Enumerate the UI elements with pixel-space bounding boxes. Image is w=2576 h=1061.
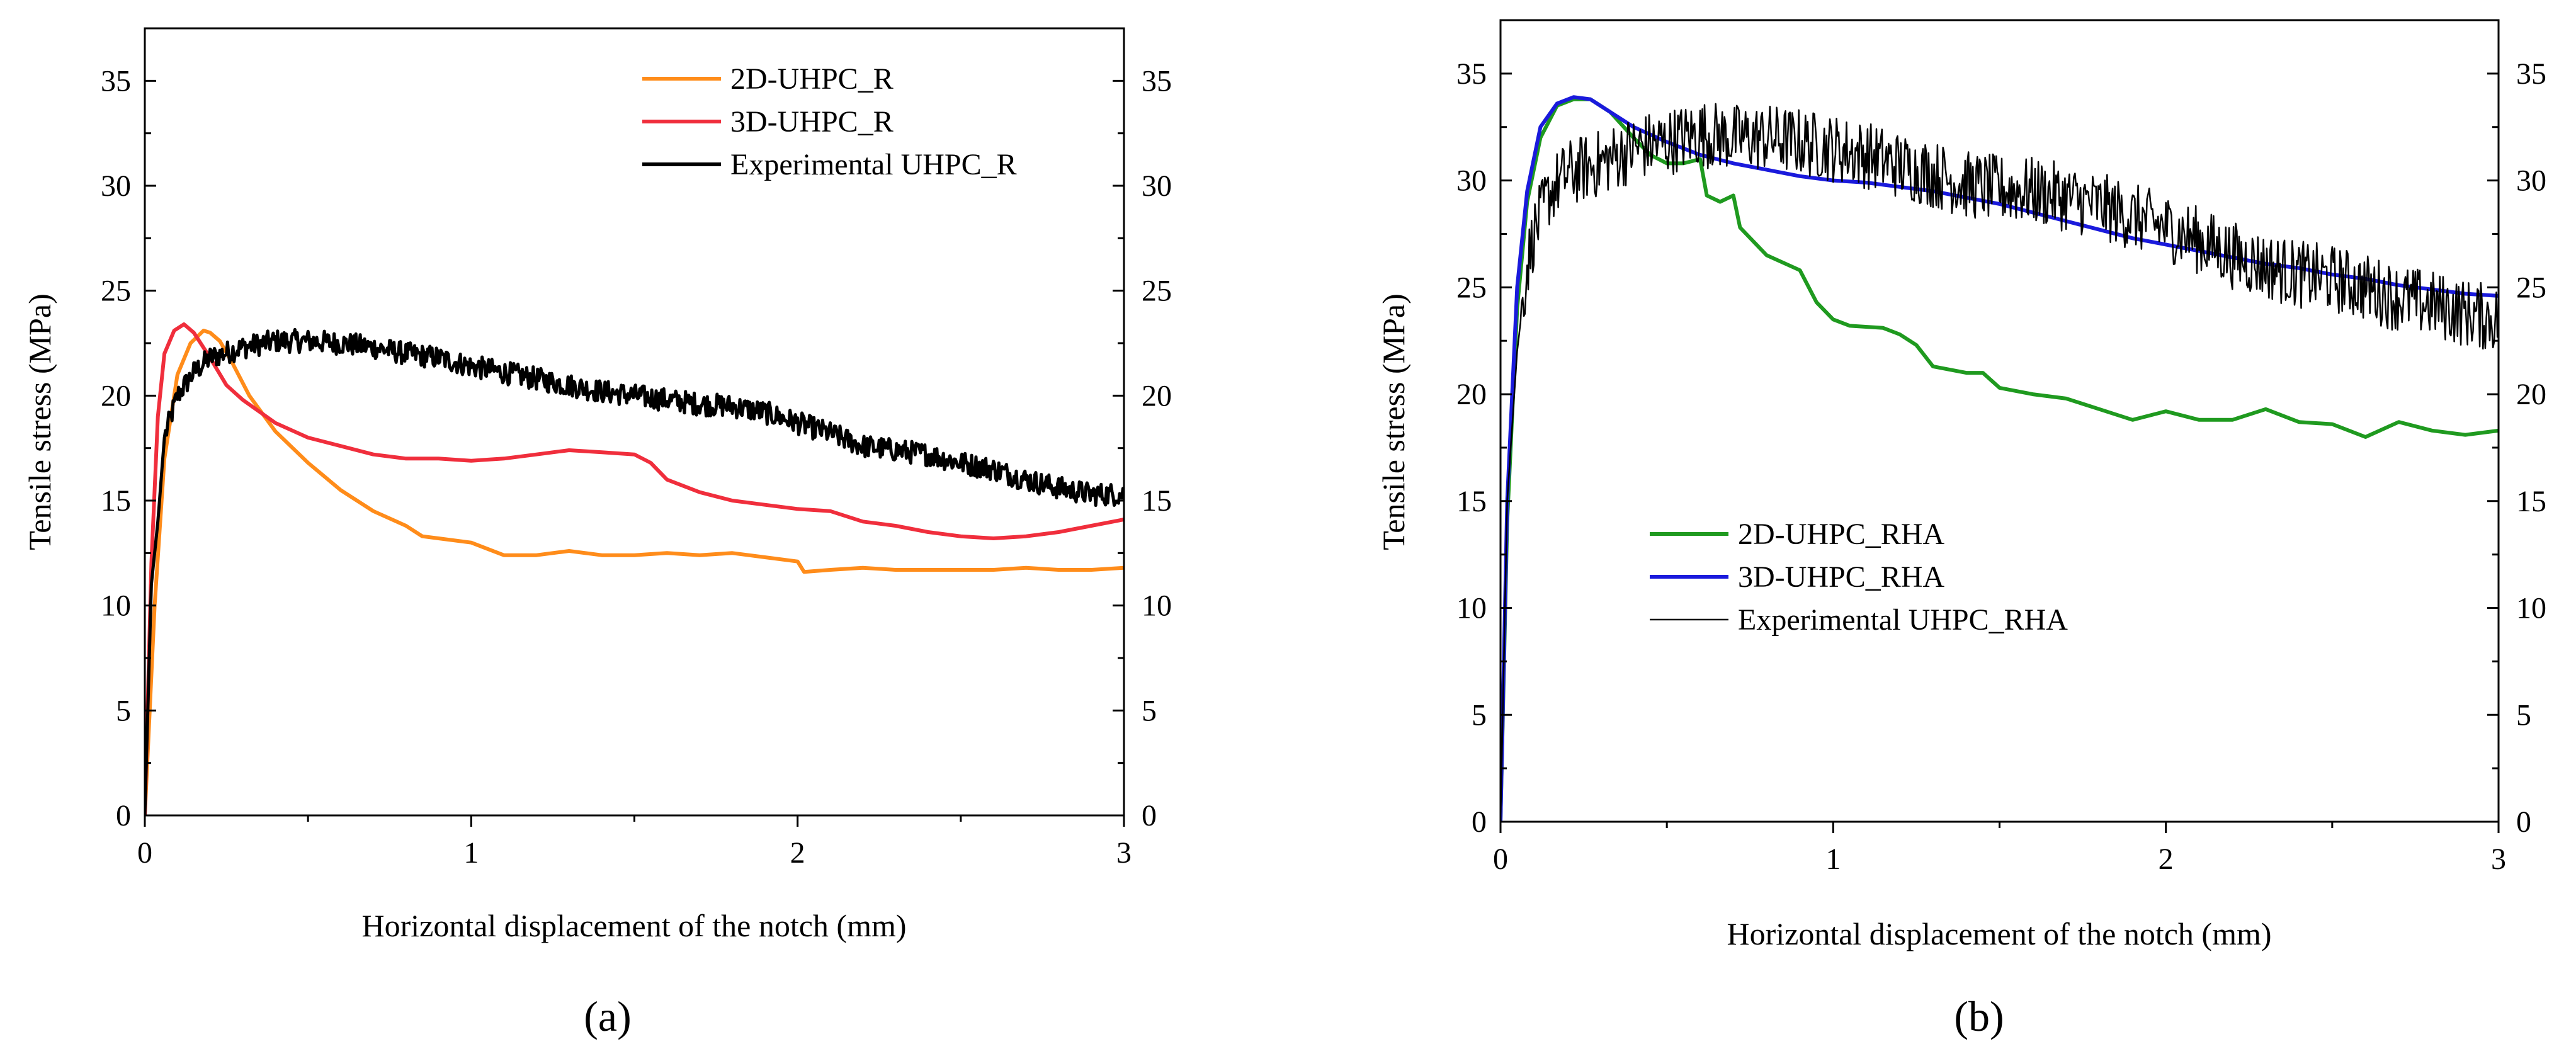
legend-label-experimental-uhpc-r: Experimental UHPC_R bbox=[730, 148, 1017, 181]
y-tick-label-right: 20 bbox=[2516, 378, 2546, 411]
x-tick-label: 2 bbox=[790, 836, 805, 870]
x-tick-label: 0 bbox=[1493, 843, 1508, 876]
y-tick-label-right: 20 bbox=[1142, 379, 1172, 412]
y-tick-label-right: 25 bbox=[1142, 275, 1172, 308]
series-line-2d-uhpc-r bbox=[145, 329, 1124, 815]
y-tick-label-left: 20 bbox=[1456, 378, 1487, 411]
y-tick-label-right: 5 bbox=[2516, 698, 2531, 732]
legend-label-2d-uhpc-r: 2D-UHPC_R bbox=[730, 62, 894, 96]
panel-label-a: (a) bbox=[584, 992, 631, 1040]
x-tick-label: 3 bbox=[1116, 836, 1132, 870]
legend-label-3d-uhpc-r: 3D-UHPC_R bbox=[730, 105, 894, 139]
legend-label-2d-uhpc-rha: 2D-UHPC_RHA bbox=[1738, 518, 1944, 551]
y-tick-label-right: 10 bbox=[1142, 589, 1172, 623]
y-tick-label-left: 20 bbox=[101, 379, 131, 412]
y-axis-label-b: Tensile stress (MPa) bbox=[1376, 293, 1411, 550]
series-line-experimental-uhpc-rha bbox=[1501, 103, 2499, 822]
y-tick-label-left: 15 bbox=[1456, 485, 1487, 518]
y-tick-label-right: 0 bbox=[2516, 805, 2531, 839]
x-axis-label-a: Horizontal displacement of the notch (mm… bbox=[361, 908, 906, 943]
legend-label-experimental-uhpc-rha: Experimental UHPC_RHA bbox=[1738, 603, 2068, 637]
y-tick-label-right: 35 bbox=[2516, 57, 2546, 91]
x-tick-label: 0 bbox=[137, 836, 152, 870]
x-axis-label-b: Horizontal displacement of the notch (mm… bbox=[1727, 916, 2271, 951]
legend-a: 2D-UHPC_R 3D-UHPC_R Experimental UHPC_R bbox=[642, 62, 1017, 181]
series-line-3d-uhpc-rha bbox=[1501, 95, 2499, 822]
y-tick-label-right: 30 bbox=[1142, 169, 1172, 203]
x-tick-label: 1 bbox=[1825, 843, 1841, 876]
series-line-3d-uhpc-r bbox=[145, 322, 1124, 815]
x-tick-label: 1 bbox=[463, 836, 479, 870]
series-line-experimental-uhpc-r bbox=[145, 327, 1124, 815]
y-tick-label-left: 30 bbox=[101, 169, 131, 203]
y-tick-label-left: 35 bbox=[1456, 57, 1487, 91]
legend-b: 2D-UHPC_RHA 3D-UHPC_RHA Experimental UHPC_… bbox=[1650, 518, 2068, 637]
x-tick-label: 3 bbox=[2491, 843, 2506, 876]
y-tick-label-right: 0 bbox=[1142, 799, 1157, 832]
legend-label-3d-uhpc-rha: 3D-UHPC_RHA bbox=[1738, 560, 1944, 594]
y-tick-label-left: 5 bbox=[1472, 698, 1487, 732]
y-tick-label-left: 0 bbox=[116, 799, 131, 832]
y-tick-label-left: 15 bbox=[101, 484, 131, 518]
panel-label-b: (b) bbox=[1954, 992, 2004, 1040]
y-tick-label-left: 0 bbox=[1472, 805, 1487, 839]
y-tick-label-left: 25 bbox=[101, 275, 131, 308]
y-axis-label-a: Tensile stress (MPa) bbox=[22, 293, 57, 550]
y-tick-label-right: 35 bbox=[1142, 64, 1172, 98]
y-tick-label-left: 35 bbox=[101, 64, 131, 98]
y-tick-label-right: 30 bbox=[2516, 164, 2546, 198]
plot-lines-a bbox=[145, 322, 1124, 815]
y-tick-label-right: 5 bbox=[1142, 694, 1157, 727]
y-tick-label-left: 25 bbox=[1456, 271, 1487, 304]
y-tick-label-left: 5 bbox=[116, 694, 131, 727]
y-tick-label-left: 30 bbox=[1456, 164, 1487, 198]
y-tick-label-right: 10 bbox=[2516, 592, 2546, 625]
y-tick-label-right: 15 bbox=[1142, 484, 1172, 518]
y-tick-label-left: 10 bbox=[101, 589, 131, 623]
y-tick-label-right: 25 bbox=[2516, 271, 2546, 304]
y-tick-label-right: 15 bbox=[2516, 485, 2546, 518]
plot-lines-b bbox=[1501, 95, 2499, 822]
x-tick-label: 2 bbox=[2159, 843, 2174, 876]
y-tick-label-left: 10 bbox=[1456, 592, 1487, 625]
